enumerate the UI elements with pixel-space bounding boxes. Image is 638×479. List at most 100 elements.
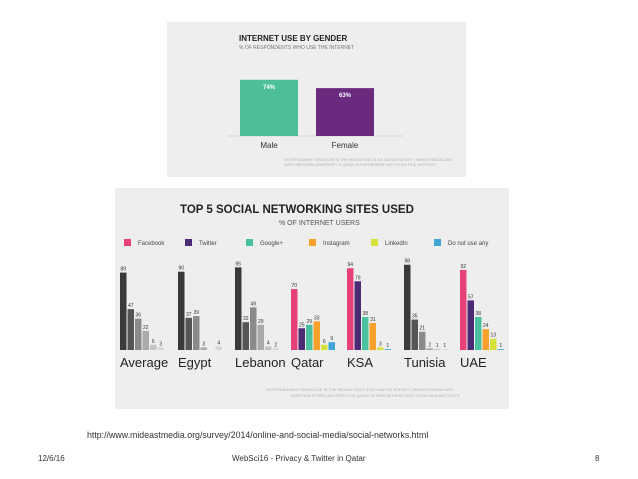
bar-average-facebook: [120, 272, 127, 350]
bar-label-tunisia-do-not-use-any: 1: [443, 343, 446, 349]
bar-label-tunisia-google-: 21: [419, 326, 425, 332]
legend-label-facebook: Facebook: [138, 241, 165, 247]
bar-egypt-google-: [193, 316, 200, 350]
bar-label-qatar-facebook: 70: [291, 283, 297, 289]
bar-tunisia-instagram: [426, 348, 433, 350]
category-label-average: Average: [120, 355, 168, 370]
bar-label-lebanon-twitter: 32: [243, 316, 249, 322]
category-label-egypt: Egypt: [178, 355, 212, 370]
gender-category-label-male: Male: [260, 141, 278, 150]
legend-swatch-twitter: [185, 239, 192, 246]
legend-swatch-google-: [246, 239, 253, 246]
bar-lebanon-instagram: [257, 324, 264, 350]
bar-average-twitter: [127, 309, 134, 350]
bar-label-ksa-instagram: 31: [370, 317, 376, 323]
bar-lebanon-google-: [250, 307, 257, 350]
bar-uae-facebook: [460, 269, 467, 350]
bar-label-qatar-instagram: 33: [314, 315, 320, 321]
bar-average-do-not-use-any: [157, 347, 164, 350]
bar-label-average-facebook: 89: [120, 267, 126, 273]
bar-label-tunisia-facebook: 98: [404, 259, 410, 265]
bar-label-average-linkedin: 6: [152, 339, 155, 345]
legend-label-instagram: Instagram: [323, 241, 350, 247]
bar-qatar-linkedin: [321, 344, 328, 350]
bar-ksa-do-not-use-any: [384, 349, 391, 350]
gender-bar-chart: 74% Male 63% Female: [227, 79, 403, 150]
bar-label-ksa-twitter: 79: [355, 275, 361, 281]
category-label-qatar: Qatar: [291, 355, 324, 370]
bar-qatar-google-: [306, 324, 313, 350]
legend-label-google-: Google+: [260, 241, 283, 247]
bar-label-qatar-google-: 29: [306, 319, 312, 325]
bar-ksa-linkedin: [377, 347, 384, 350]
bar-average-google-: [135, 318, 142, 350]
bar-label-qatar-twitter: 25: [299, 322, 305, 328]
legend-swatch-linkedin: [371, 239, 378, 246]
bar-label-ksa-linkedin: 3: [379, 341, 382, 347]
bar-qatar-facebook: [291, 289, 298, 350]
bar-average-instagram: [142, 330, 149, 350]
bar-lebanon-do-not-use-any: [272, 348, 279, 350]
legend-label-do-not-use-any: Do not use any: [448, 241, 488, 247]
bar-uae-linkedin: [490, 338, 497, 350]
gender-value-label-female: 63%: [339, 93, 352, 99]
social-chart-panel: TOP 5 SOCIAL NETWORKING SITES USED % OF …: [115, 188, 509, 409]
bar-label-ksa-do-not-use-any: 1: [386, 343, 389, 349]
bar-qatar-instagram: [313, 321, 320, 350]
bar-ksa-twitter: [354, 281, 361, 350]
bar-lebanon-linkedin: [265, 346, 272, 350]
gender-bar-male: [240, 79, 298, 136]
bar-uae-google-: [475, 316, 482, 350]
gender-source-note-1: ENTERTAINMENT MEDIA USE IN THE MIDDLE EA…: [284, 158, 453, 162]
bar-ksa-google-: [362, 316, 369, 350]
bar-qatar-twitter: [298, 328, 305, 350]
bar-label-average-do-not-use-any: 3: [159, 341, 162, 347]
bar-label-tunisia-instagram: 2: [428, 342, 431, 348]
gender-source-note-2: NORTHWESTERN UNIVERSITY IN QATAR IN PART…: [284, 163, 436, 167]
bar-ksa-facebook: [347, 268, 354, 350]
bar-label-uae-twitter: 57: [468, 294, 474, 300]
bar-egypt-twitter: [185, 317, 192, 350]
bar-label-uae-instagram: 24: [483, 323, 489, 329]
bar-egypt-instagram: [200, 347, 207, 350]
gender-chart-panel: INTERNET USE BY GENDER % OF RESPONDENTS …: [167, 22, 466, 177]
gender-bar-female: [316, 88, 374, 136]
bar-label-egypt-twitter: 37: [186, 312, 192, 318]
bar-label-egypt-facebook: 90: [178, 266, 184, 272]
bar-label-tunisia-twitter: 35: [412, 314, 418, 320]
source-url[interactable]: http://www.mideastmedia.org/survey/2014/…: [87, 430, 429, 440]
bar-lebanon-twitter: [242, 322, 249, 350]
slide-footer-title: WebSci16 - Privacy & Twitter in Qatar: [232, 454, 366, 463]
social-source-note-1: ENTERTAINMENT MEDIA USE IN THE MIDDLE EA…: [266, 387, 454, 392]
category-label-ksa: KSA: [347, 355, 373, 370]
bar-label-lebanon-instagram: 29: [258, 319, 264, 325]
bar-egypt-facebook: [178, 271, 185, 350]
bar-label-ksa-facebook: 94: [347, 262, 353, 268]
category-label-uae: UAE: [460, 355, 487, 370]
bar-tunisia-do-not-use-any: [441, 349, 448, 350]
bar-label-lebanon-do-not-use-any: 2: [274, 342, 277, 348]
bar-label-egypt-do-not-use-any: 4: [217, 341, 220, 347]
bar-label-qatar-do-not-use-any: 9: [330, 336, 333, 342]
bar-lebanon-facebook: [235, 267, 242, 350]
bar-label-uae-linkedin: 13: [490, 333, 496, 339]
legend-swatch-do-not-use-any: [434, 239, 441, 246]
bar-label-lebanon-linkedin: 4: [267, 341, 270, 347]
social-bar-chart: Facebook Twitter Google+ Instagram LinkedIn D…: [120, 239, 504, 370]
bar-tunisia-google-: [419, 331, 426, 350]
bar-label-qatar-linkedin: 6: [323, 339, 326, 345]
legend-swatch-instagram: [309, 239, 316, 246]
bar-label-ksa-google-: 38: [362, 311, 368, 317]
slide-date: 12/6/16: [38, 454, 65, 463]
social-chart-subtitle: % OF INTERNET USERS: [279, 220, 360, 227]
social-source-note-2: NORTHWESTERN UNIVERSITY IN QATAR IN PART…: [291, 393, 460, 398]
gender-chart-subtitle: % OF RESPONDENTS WHO USE THE INTERNET: [239, 45, 355, 51]
bar-label-egypt-instagram: 3: [202, 341, 205, 347]
slide-page-number: 8: [595, 454, 600, 463]
gender-category-label-female: Female: [332, 141, 359, 150]
legend-label-twitter: Twitter: [199, 241, 217, 247]
legend-swatch-facebook: [124, 239, 131, 246]
bar-average-linkedin: [150, 344, 157, 350]
bar-qatar-do-not-use-any: [328, 342, 335, 350]
bar-label-average-instagram: 22: [143, 325, 149, 331]
